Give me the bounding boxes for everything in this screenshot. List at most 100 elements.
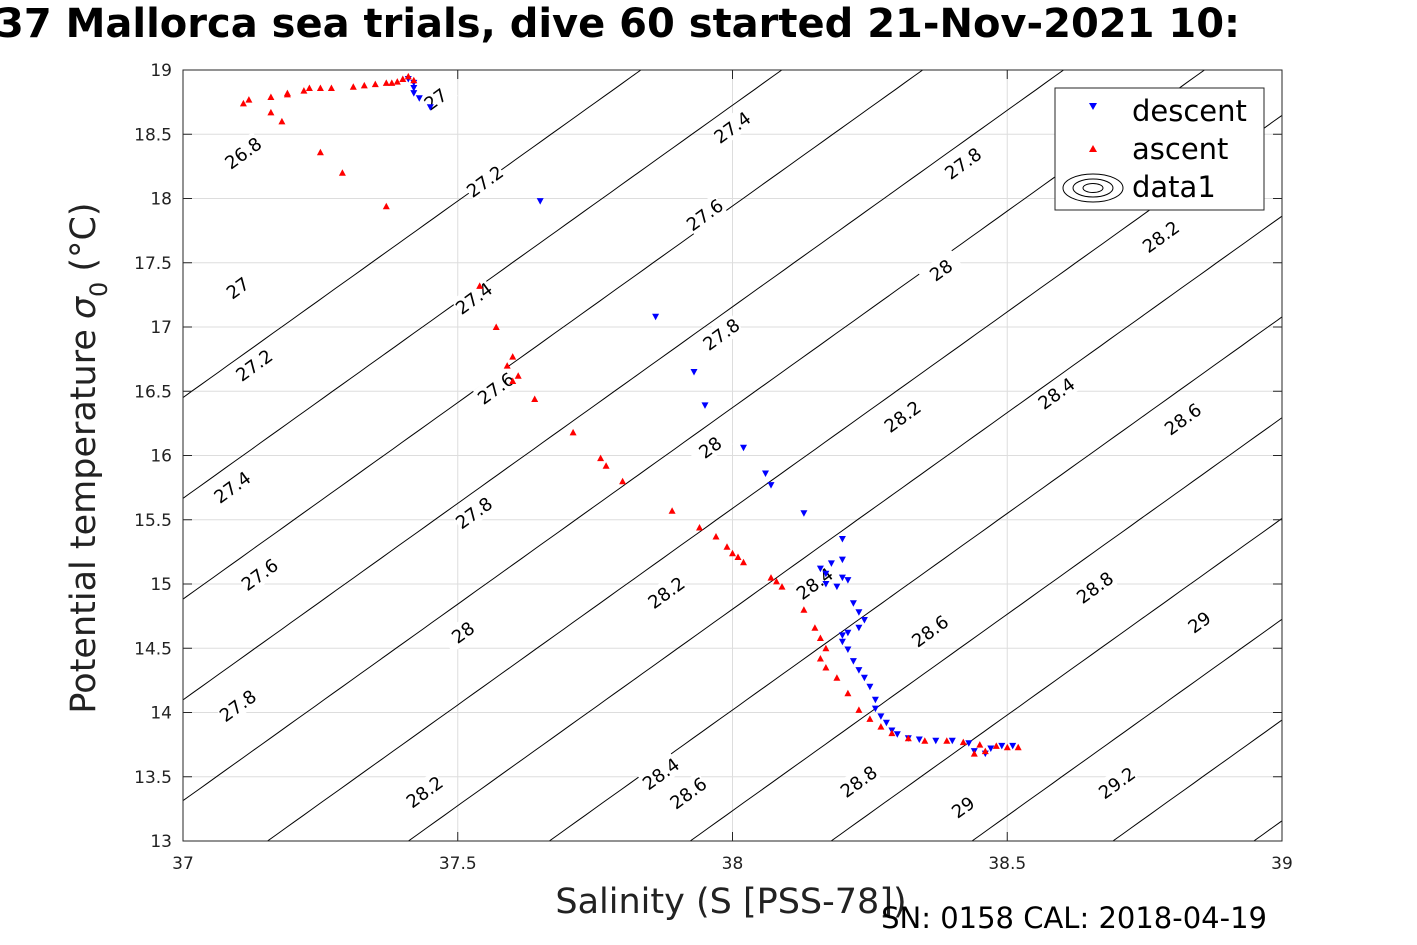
isopycnal-label-group: 28.8 (835, 760, 882, 803)
isopycnal-label-bg (220, 132, 266, 174)
legend-descent-marker (1089, 103, 1097, 110)
ascent-point (503, 362, 511, 369)
data-points (239, 72, 1022, 758)
ascent-point (388, 79, 396, 86)
isopycnal-label-bg (236, 553, 282, 595)
ascent-point (305, 84, 313, 91)
descent-point (893, 731, 901, 738)
isopycnal-label: 28.8 (1073, 568, 1118, 609)
descent-point (838, 574, 846, 582)
isopycnal-label-group: 28.6 (907, 610, 953, 652)
isopycnal-label-bg (918, 249, 964, 291)
legend-data1-label: data1 (1132, 170, 1216, 204)
descent-point (855, 667, 863, 674)
isopycnal-label-group: 27.8 (214, 684, 261, 727)
isopycnal-label-group: 28 (439, 611, 486, 653)
descent-point (426, 104, 434, 111)
descent-point (838, 638, 846, 646)
chart-title: 37 Mallorca sea trials, dive 60 started … (0, 0, 1417, 60)
ascent-point (855, 706, 863, 713)
ascent-point (399, 75, 407, 82)
ascent-point (267, 93, 275, 100)
ascent-point (404, 72, 412, 80)
ascent-point (382, 79, 390, 86)
isopycnal-label-group: 28.2 (879, 395, 925, 438)
ascent-point (816, 634, 824, 641)
isopycnal-label-bg (412, 78, 458, 120)
isopycnal-label-bg (401, 770, 447, 813)
isopycnal-label-group: 27.8 (940, 142, 986, 184)
isopycnal-label: 27.2 (463, 162, 508, 203)
ascent-point (866, 715, 874, 722)
descent-point (844, 577, 852, 584)
y-tick-label: 15.5 (134, 511, 172, 531)
ascent-point (239, 99, 247, 107)
ascent-point (822, 664, 830, 671)
y-tick-label: 19 (150, 61, 172, 81)
isopycnal-label: 28.8 (837, 762, 882, 803)
ascent-point (888, 729, 896, 737)
descent-point (827, 560, 835, 567)
isopycnal-label: 27.2 (232, 346, 277, 387)
isopycnal-label: 27.8 (941, 144, 986, 185)
isopycnal-label: 28.6 (908, 612, 953, 653)
isopycnal-line (266, 114, 1282, 841)
y-tick-label: 18 (150, 190, 172, 210)
isopycnal-label-bg (1093, 761, 1140, 804)
ascent-point (360, 81, 368, 89)
y-axis-label-unit: (°C) (64, 202, 104, 271)
isopycnal-label-bg (209, 466, 255, 508)
ascent-point (981, 747, 989, 755)
descent-point (838, 556, 846, 564)
x-tick-label: 38.5 (988, 854, 1026, 874)
descent-point (740, 444, 747, 452)
ascent-point (816, 655, 824, 662)
isopycnal-label-bg (637, 752, 684, 795)
isopycnal-label: 28.2 (1139, 217, 1184, 258)
isopycnal-label-group: 28.4 (1033, 372, 1079, 414)
descent-point (767, 482, 775, 489)
isopycnal-line (689, 417, 1282, 841)
isopycnal-line (407, 215, 1282, 841)
ascent-point (992, 742, 1000, 749)
isopycnal-line (971, 618, 1282, 841)
ascent-point (811, 624, 819, 631)
isopycnal-label-bg (1071, 566, 1118, 608)
descent-point (849, 600, 857, 607)
descent-point (701, 402, 709, 409)
x-tick-label: 37 (172, 854, 194, 874)
isopycnal-label: 27.8 (452, 493, 497, 534)
isopycnal-label-bg (231, 344, 277, 386)
isopycnal-label-group: 28.6 (1159, 398, 1206, 440)
isopycnal-label-bg (472, 367, 519, 409)
chart-title-text: 37 Mallorca sea trials, dive 60 started … (0, 1, 1241, 47)
ascent-point (943, 737, 951, 744)
isopycnal-label: 27.8 (216, 686, 261, 727)
descent-point (822, 581, 830, 588)
ascent-point (602, 462, 610, 469)
isopycnal-label-bg (450, 277, 497, 319)
ascent-point (668, 507, 676, 514)
isopycnal-label-group: 28.2 (643, 571, 689, 614)
isopycnal-label-bg (940, 142, 986, 184)
isopycnal-line (548, 316, 1282, 841)
isopycnal-label: 29.2 (1095, 763, 1140, 804)
isopycnal-line (1252, 820, 1282, 841)
descent-point (690, 369, 698, 376)
isopycnal-label-bg (439, 611, 486, 653)
isopycnal-label: 26.8 (221, 134, 266, 175)
descent-point (849, 658, 857, 665)
ascent-point (316, 148, 324, 156)
isopycnal-label-bg (907, 610, 953, 652)
isopycnal-label: 28.4 (1035, 374, 1080, 415)
isopycnal-label-group: 29 (1176, 601, 1222, 643)
descent-point (410, 90, 418, 97)
isopycnal-label-group: 26.8 (220, 132, 266, 174)
ascent-point (476, 282, 484, 289)
serial-calibration-text: SN: 0158 CAL: 2018-04-19 (881, 901, 1267, 935)
ascent-point (822, 644, 830, 652)
descent-point (866, 683, 874, 691)
descent-point (833, 583, 841, 591)
isopycnal-label-bg (461, 160, 508, 202)
isopycnal-label: 27.4 (452, 279, 497, 320)
